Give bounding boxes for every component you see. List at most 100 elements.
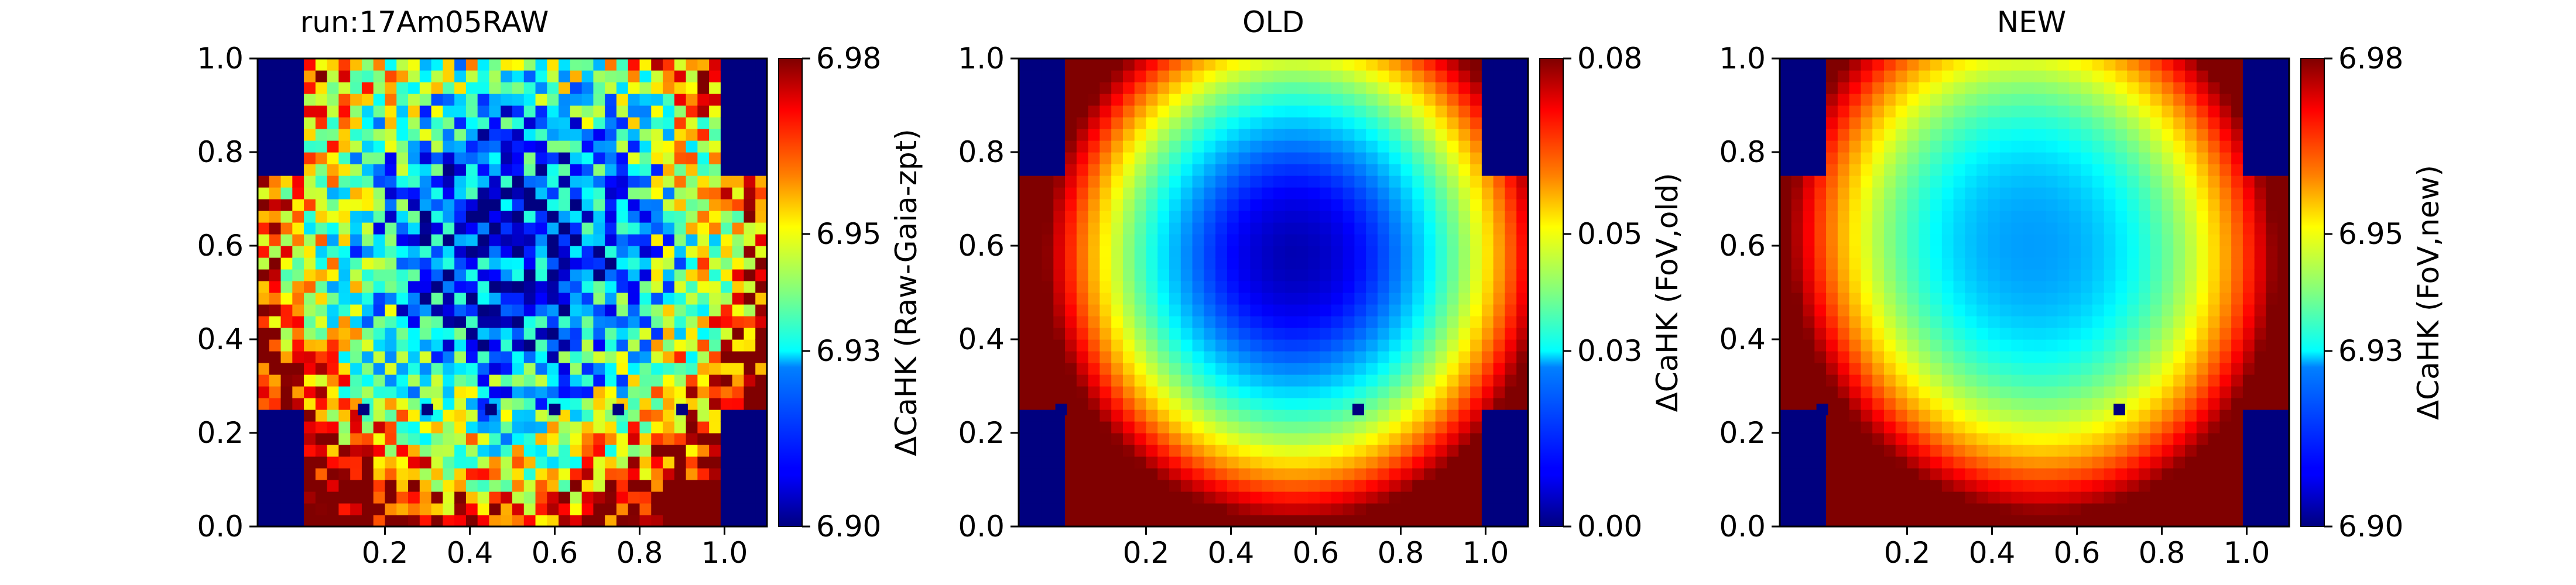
heatmap-cell [338,374,351,387]
heatmap-cell [1366,468,1378,480]
heatmap-cell [1447,117,1459,129]
heatmap-cell [1342,199,1355,211]
y-tick-label: 0.8 [197,135,244,169]
heatmap-cell [605,503,617,515]
heatmap-cell [1331,480,1344,492]
heatmap-cell [1400,398,1413,410]
heatmap-cell [2069,94,2081,106]
heatmap-cell [1389,70,1402,82]
heatmap-cell [1227,339,1239,352]
heatmap-cell [408,374,420,387]
heatmap-cell [2104,468,2116,480]
heatmap-cell [1389,187,1402,199]
heatmap-cell [1424,363,1436,375]
heatmap-cell [2069,374,2081,387]
heatmap-cell [454,234,467,246]
heatmap-cell [651,328,663,340]
heatmap-cell [1814,374,1827,387]
heatmap-cell [1308,304,1320,316]
heatmap-cell [1447,187,1459,199]
heatmap-cell [1837,491,1850,504]
heatmap-cell [1169,58,1181,71]
heatmap-cell [1493,398,1506,410]
heatmap-cell [674,140,687,153]
heatmap-cell [1111,269,1123,281]
heatmap-cell [2034,374,2047,387]
heatmap-cell [338,445,351,457]
heatmap-cell [1250,503,1262,515]
heatmap-cell [2115,421,2128,433]
heatmap-cell [1389,328,1402,340]
heatmap-cell [1872,234,1885,246]
heatmap-cell [1042,269,1054,281]
heatmap-cell [1273,374,1286,387]
heatmap-cell [385,304,397,316]
heatmap-cell [512,328,525,340]
heatmap-cell [744,187,756,199]
heatmap-cell [1412,398,1424,410]
heatmap-cell [1030,491,1043,504]
heatmap-cell [616,94,629,106]
heatmap-cell [570,374,583,387]
heatmap-cell [338,211,351,223]
heatmap-cell [755,140,768,153]
heatmap-cell [338,468,351,480]
heatmap-cell [419,234,432,246]
heatmap-cell [1169,246,1181,258]
heatmap-cell [1262,94,1274,106]
heatmap-cell [1481,515,1494,527]
heatmap-cell [454,199,467,211]
heatmap-cell [1849,164,1862,176]
heatmap-cell [1296,433,1308,445]
heatmap-cell [744,82,756,94]
heatmap-cell [1447,140,1459,153]
heatmap-cell [1342,117,1355,129]
heatmap-cell [1919,234,1931,246]
x-tick-label: 0.4 [447,536,494,570]
heatmap-cell [593,456,605,469]
heatmap-cell [431,386,443,398]
heatmap-cell [443,491,455,504]
heatmap-cell [1019,351,1031,363]
heatmap-cell [361,491,374,504]
heatmap-cell [2011,491,2023,504]
heatmap-cell [1412,433,1424,445]
heatmap-cell [605,269,617,281]
heatmap-cell [639,94,652,106]
heatmap-cell [1930,94,1943,106]
y-tick-label: 0.2 [197,416,244,450]
heatmap-cell [1400,222,1413,235]
heatmap-cell [2127,351,2139,363]
heatmap-cell [709,351,721,363]
heatmap-cell [1366,456,1378,469]
heatmap-cell [1122,211,1135,223]
heatmap-cell [1780,292,1792,305]
heatmap-cell [1250,58,1262,71]
heatmap-cell [1354,374,1366,387]
heatmap-cell [1814,503,1827,515]
heatmap-cell [258,58,270,71]
heatmap-cell [350,316,362,328]
heatmap-cell [1435,140,1448,153]
heatmap-cell [1826,117,1838,129]
heatmap-cell [1320,222,1332,235]
heatmap-cell [2104,257,2116,270]
heatmap-cell [651,70,663,82]
heatmap-cell [1470,351,1482,363]
heatmap-cell [1895,234,1908,246]
heatmap-cell [350,386,362,398]
heatmap-cell [1872,246,1885,258]
heatmap-cell [651,176,663,188]
heatmap-cell [732,176,745,188]
heatmap-cell [338,222,351,235]
heatmap-cell [709,129,721,141]
heatmap-cell [663,58,675,71]
y-tick-label: 0.0 [197,510,244,543]
heatmap-cell [755,117,768,129]
heatmap-cell [1883,515,1896,527]
heatmap-cell [1412,58,1424,71]
heatmap-cell [1250,129,1262,141]
heatmap-cell [2081,480,2093,492]
heatmap-cell [1053,105,1066,118]
heatmap-cell [1803,281,1815,293]
